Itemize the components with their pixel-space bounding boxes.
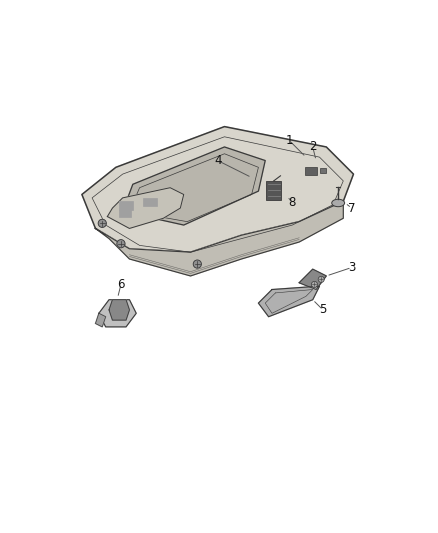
Text: 8: 8 bbox=[289, 197, 296, 209]
Polygon shape bbox=[107, 188, 184, 229]
Polygon shape bbox=[109, 300, 130, 320]
Polygon shape bbox=[99, 300, 136, 327]
Text: 1: 1 bbox=[285, 134, 293, 147]
Polygon shape bbox=[258, 286, 320, 317]
Text: 2: 2 bbox=[309, 141, 317, 154]
Bar bbox=[320, 168, 326, 173]
Polygon shape bbox=[299, 269, 326, 289]
Polygon shape bbox=[95, 201, 343, 276]
Circle shape bbox=[311, 281, 318, 287]
Text: 6: 6 bbox=[117, 278, 125, 291]
Text: 3: 3 bbox=[348, 261, 356, 274]
Bar bbox=[119, 211, 131, 216]
Bar bbox=[143, 198, 157, 206]
Polygon shape bbox=[82, 127, 353, 252]
Text: 4: 4 bbox=[214, 154, 222, 167]
Polygon shape bbox=[123, 147, 265, 225]
Text: 7: 7 bbox=[348, 201, 356, 215]
Circle shape bbox=[318, 276, 324, 282]
Polygon shape bbox=[95, 313, 106, 327]
Bar bbox=[266, 181, 281, 199]
Ellipse shape bbox=[332, 199, 345, 207]
Circle shape bbox=[193, 260, 201, 268]
Text: 5: 5 bbox=[319, 303, 327, 317]
Bar bbox=[305, 167, 317, 175]
Circle shape bbox=[117, 240, 125, 248]
Circle shape bbox=[98, 219, 106, 228]
Bar bbox=[119, 201, 133, 210]
